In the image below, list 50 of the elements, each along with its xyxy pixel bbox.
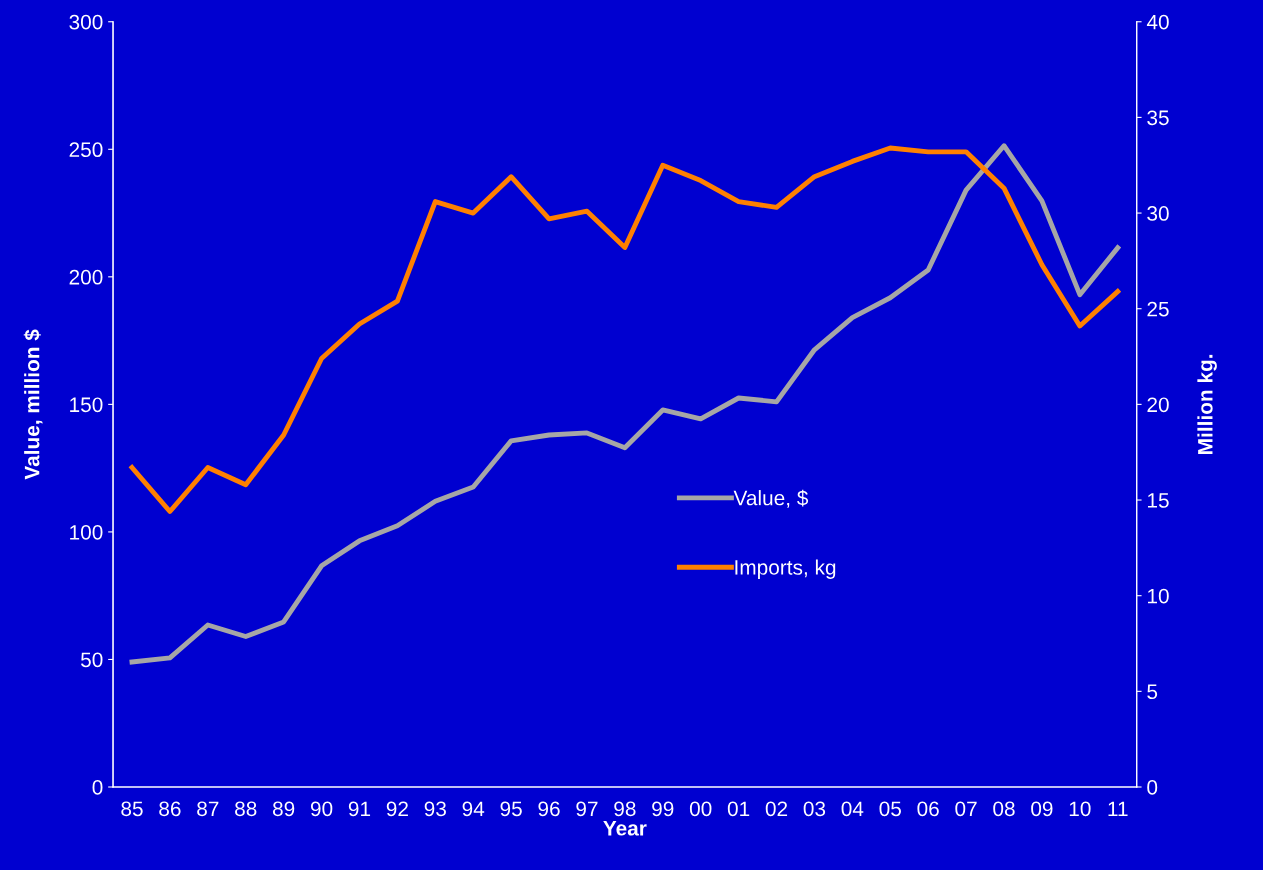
x-tick-label: 93 <box>424 801 446 817</box>
x-tick-label: 88 <box>235 801 257 817</box>
x-tick-label: 00 <box>689 801 712 817</box>
x-tick-label: 91 <box>348 801 371 817</box>
x-tick-label: 87 <box>197 801 219 817</box>
x-tick-label: 85 <box>121 801 143 817</box>
y-tick-label: 100 <box>70 524 103 540</box>
x-tick-label: 08 <box>993 801 1015 817</box>
x-tick-label: 94 <box>462 801 485 817</box>
x-tick-label: 89 <box>272 801 295 817</box>
y2-tick-label: 35 <box>1147 110 1169 126</box>
x-tick-label: 03 <box>803 801 826 817</box>
legend-label: Imports, kg <box>735 559 836 579</box>
x-axis-title: Year <box>603 821 647 836</box>
y-tick-label: 50 <box>80 652 103 668</box>
y-axis-title: Value, million $ <box>23 329 43 480</box>
y-tick-label: 300 <box>69 14 103 30</box>
x-tick-label: 90 <box>310 801 333 817</box>
x-tick-label: 04 <box>841 801 864 817</box>
x-tick-label: 09 <box>1031 801 1053 817</box>
y2-tick-label: 15 <box>1148 493 1169 508</box>
y-tick-label: 0 <box>92 780 103 795</box>
y-tick-label: 150 <box>70 397 103 413</box>
y-tick-label: 250 <box>69 142 103 158</box>
y2-tick-label: 10 <box>1148 588 1169 604</box>
x-tick-label: 97 <box>576 801 598 817</box>
line-series <box>129 143 1121 665</box>
x-tick-label: 11 <box>1108 801 1128 816</box>
x-tick-label: 96 <box>538 801 560 817</box>
y2-tick-label: 40 <box>1146 14 1169 30</box>
x-tick-label: 06 <box>917 801 939 817</box>
x-tick-label: 01 <box>727 801 750 817</box>
x-tick-label: 02 <box>765 801 788 817</box>
y2-tick-label: 20 <box>1147 397 1169 413</box>
x-tick-label: 86 <box>159 801 181 817</box>
x-tick-label: 95 <box>500 801 522 817</box>
x-tick-label: 98 <box>614 801 636 817</box>
y2-axis-title: Million kg. <box>1197 354 1217 454</box>
x-tick-label: 05 <box>879 801 901 817</box>
x-tick-label: 07 <box>955 801 977 817</box>
x-tick-label: 10 <box>1069 801 1091 817</box>
y2-tick-label: 25 <box>1147 301 1169 317</box>
y2-tick-label: 30 <box>1147 206 1169 221</box>
legend-label: Value, $ <box>733 489 809 508</box>
y-tick-label: 200 <box>69 269 103 285</box>
y2-tick-label: 0 <box>1147 780 1158 795</box>
y2-tick-label: 5 <box>1147 684 1158 700</box>
x-tick-label: 99 <box>652 801 674 817</box>
x-tick-label: 92 <box>386 801 408 817</box>
line-series <box>129 145 1121 514</box>
